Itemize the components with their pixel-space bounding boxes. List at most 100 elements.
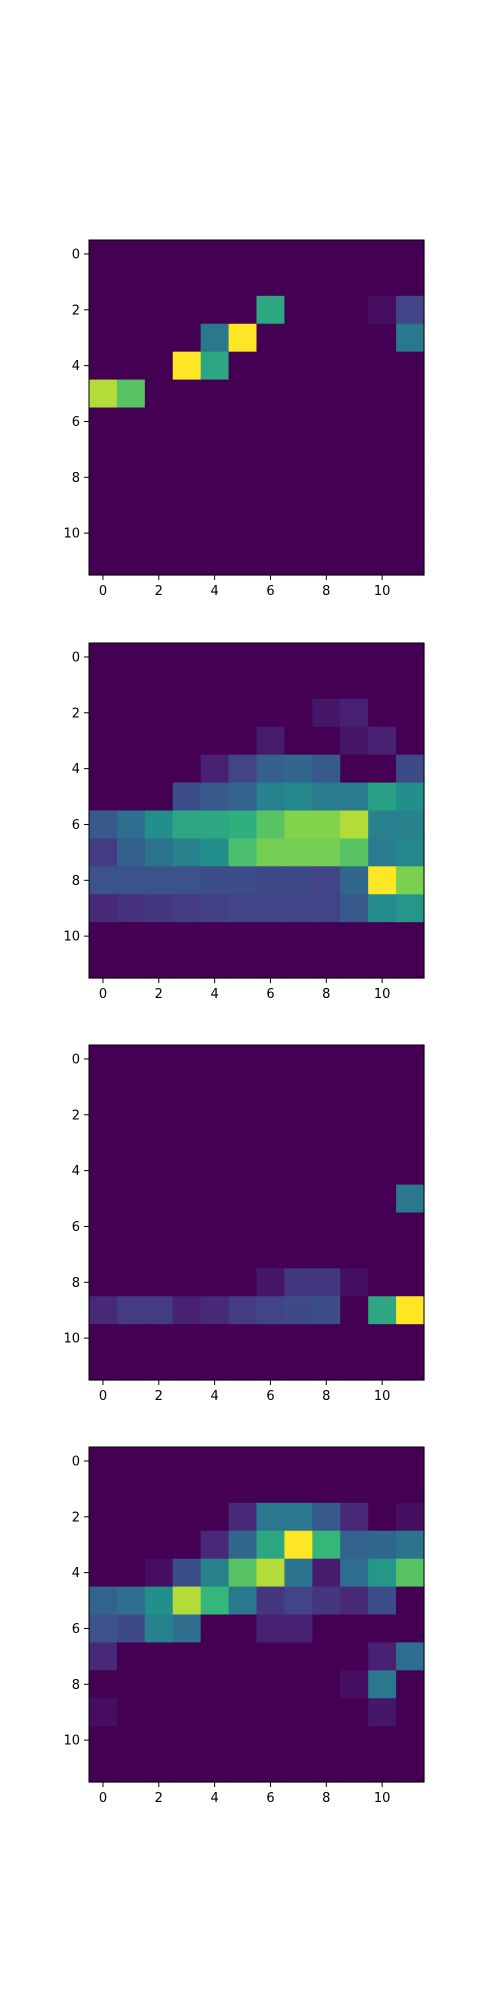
- heatmap-cell-r3-c11: [396, 323, 425, 353]
- heatmap-cell-r10-c3: [172, 922, 202, 951]
- heatmap-cell-r3-c8: [312, 1530, 341, 1560]
- heatmap-cell-r0-c0: [89, 1447, 118, 1476]
- x-tick-label: 8: [322, 584, 330, 599]
- heatmap-cell-r10-c3: [172, 1726, 202, 1755]
- y-tick-label: 0: [72, 1454, 80, 1469]
- heatmap-cell-r10-c9: [340, 1726, 369, 1755]
- heatmap-cell-r6-c1: [116, 1614, 146, 1644]
- heatmap-cell-r10-c10: [368, 1324, 397, 1353]
- heatmap-cell-r6-c4: [200, 407, 230, 437]
- heatmap-cell-r3-c9: [340, 1530, 369, 1560]
- heatmap-cell-r9-c9: [340, 894, 369, 923]
- heatmap-cell-r3-c0: [89, 1128, 118, 1158]
- heatmap-cell-r0-c2: [144, 643, 174, 672]
- heatmap-cell-r7-c0: [89, 838, 118, 867]
- heatmap-cell-r9-c0: [89, 491, 118, 520]
- heatmap-cell-r11-c9: [340, 1754, 369, 1783]
- heatmap-cell-r10-c5: [228, 1324, 258, 1353]
- heatmap-cell-r4-c11: [396, 1156, 425, 1186]
- heatmap-cell-r9-c3: [172, 894, 202, 923]
- heatmap-cell-r3-c6: [256, 726, 286, 756]
- heatmap-cell-r3-c8: [312, 726, 341, 756]
- heatmap-cell-r8-c11: [396, 866, 425, 895]
- heatmap-cell-r8-c11: [396, 463, 425, 492]
- heatmap-cell-r6-c7: [284, 1614, 313, 1644]
- heatmap-cell-r5-c11: [396, 782, 425, 812]
- heatmap-cell-r10-c2: [144, 1324, 174, 1353]
- heatmap-cell-r1-c10: [368, 267, 397, 297]
- x-tick-label: 0: [99, 987, 107, 1002]
- heatmap-cell-r1-c9: [340, 670, 369, 700]
- heatmap-cell-r1-c4: [200, 670, 230, 700]
- heatmap-cell-r3-c4: [200, 1530, 230, 1560]
- heatmap-cell-r5-c3: [172, 379, 202, 409]
- heatmap-cell-r10-c7: [284, 1726, 313, 1755]
- heatmap-cell-r11-c7: [284, 950, 313, 979]
- plot-frame: [88, 1044, 425, 1381]
- x-tick-label: 4: [210, 1389, 218, 1404]
- heatmap-cell-r4-c2: [144, 1558, 174, 1588]
- x-tick-label: 2: [155, 584, 163, 599]
- heatmap-cell-r0-c2: [144, 1045, 174, 1074]
- heatmap-cell-r9-c6: [256, 1698, 286, 1727]
- heatmap-cell-r9-c10: [368, 1698, 397, 1727]
- heatmap-cell-r1-c8: [312, 1474, 341, 1504]
- heatmap-cell-r7-c6: [256, 435, 286, 464]
- y-tick-label: 10: [63, 1332, 80, 1347]
- heatmap-cell-r8-c10: [368, 1670, 397, 1699]
- heatmap-cell-r8-c3: [172, 866, 202, 895]
- heatmap-cell-r7-c4: [200, 1240, 230, 1269]
- heatmap-cell-r7-c6: [256, 1642, 286, 1671]
- heatmap-cell-r9-c6: [256, 894, 286, 923]
- heatmap-cell-r3-c11: [396, 1530, 425, 1560]
- heatmap-cell-r7-c2: [144, 1642, 174, 1671]
- heatmap-cell-r8-c7: [284, 866, 313, 895]
- heatmap-cell-r2-c3: [172, 698, 202, 728]
- heatmap-cell-r9-c11: [396, 491, 425, 520]
- heatmap-cell-r0-c6: [256, 1045, 286, 1074]
- y-tick-label: 6: [72, 1622, 80, 1637]
- heatmap-cell-r9-c1: [116, 894, 146, 923]
- heatmap-cell-r2-c11: [396, 698, 425, 728]
- heatmap-cell-r1-c9: [340, 1072, 369, 1102]
- heatmap-cell-r0-c0: [89, 1045, 118, 1074]
- heatmap-cell-r10-c1: [116, 1324, 146, 1353]
- heatmap-cell-r3-c2: [144, 726, 174, 756]
- heatmap-cell-r3-c10: [368, 726, 397, 756]
- x-tick-label: 6: [266, 1791, 274, 1806]
- heatmap-cell-r11-c7: [284, 1352, 313, 1381]
- heatmap-cell-r4-c2: [144, 754, 174, 784]
- heatmap-cell-r11-c2: [144, 547, 174, 576]
- heatmap-cell-r5-c6: [256, 782, 286, 812]
- heatmap-cell-r7-c10: [368, 435, 397, 464]
- heatmap-cell-r2-c4: [200, 698, 230, 728]
- y-tick-label: 8: [72, 874, 80, 889]
- heatmap-cell-r3-c1: [116, 1128, 146, 1158]
- x-tick-label: 10: [374, 1791, 391, 1806]
- heatmap-cell-r3-c9: [340, 726, 369, 756]
- heatmap-cell-r11-c2: [144, 950, 174, 979]
- heatmap-cell-r0-c5: [228, 240, 258, 269]
- heatmap-cell-r9-c10: [368, 491, 397, 520]
- heatmap-cell-r5-c7: [284, 1184, 313, 1214]
- heatmap-cell-r3-c0: [89, 1530, 118, 1560]
- heatmap-cell-r3-c9: [340, 1128, 369, 1158]
- heatmap-cell-r4-c1: [116, 754, 146, 784]
- heatmap-cell-r4-c3: [172, 1156, 202, 1186]
- x-tick-label: 2: [155, 1389, 163, 1404]
- heatmap-cell-r3-c10: [368, 1128, 397, 1158]
- heatmap-cell-r8-c4: [200, 463, 230, 492]
- heatmap-cell-r3-c5: [228, 1128, 258, 1158]
- heatmap-cell-r8-c11: [396, 1268, 425, 1297]
- heatmap-cell-r8-c8: [312, 1268, 341, 1297]
- heatmap-cell-r9-c7: [284, 1698, 313, 1727]
- heatmap-cell-r0-c7: [284, 1447, 313, 1476]
- heatmap-cell-r3-c9: [340, 323, 369, 353]
- heatmap-cell-r0-c6: [256, 1447, 286, 1476]
- heatmap-cell-r6-c3: [172, 810, 202, 840]
- heatmap-cell-r2-c7: [284, 295, 313, 325]
- heatmap-cell-r1-c4: [200, 267, 230, 297]
- heatmap-cell-r0-c10: [368, 1447, 397, 1476]
- heatmap-cell-r0-c5: [228, 643, 258, 672]
